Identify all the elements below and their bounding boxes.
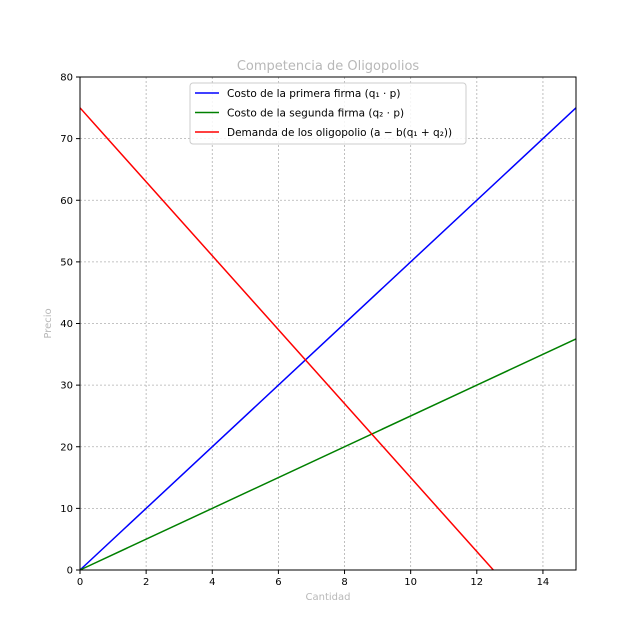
grid — [79, 76, 576, 571]
y-tick-label: 60 — [60, 196, 73, 207]
y-tick-label: 20 — [60, 442, 73, 453]
series-line — [79, 107, 494, 571]
legend-entry: Costo de la segunda firma (q₂ · p) — [195, 108, 404, 120]
x-tick-label: 12 — [470, 577, 483, 588]
series-layer — [79, 107, 577, 571]
series-line — [79, 338, 577, 571]
legend-entry: Costo de la primera firma (q₁ · p) — [195, 88, 400, 100]
series-line — [79, 107, 577, 571]
legend-entry: Demanda de los oligopolio (a − b(q₁ + q₂… — [195, 127, 452, 139]
x-tick-label: 2 — [143, 577, 149, 588]
legend-label: Costo de la primera firma (q₁ · p) — [227, 88, 400, 100]
legend: Costo de la primera firma (q₁ · p) Costo… — [189, 82, 467, 145]
x-tick-label: 14 — [537, 577, 550, 588]
y-tick-label: 10 — [60, 504, 73, 515]
x-tick-label: 0 — [77, 577, 83, 588]
y-tick-label: 50 — [60, 257, 73, 268]
x-tick-label: 4 — [209, 577, 215, 588]
y-tick-label: 40 — [60, 319, 73, 330]
legend-box — [189, 82, 467, 145]
legend-label: Costo de la segunda firma (q₂ · p) — [227, 108, 404, 120]
y-tick-label: 0 — [67, 566, 73, 577]
y-tick-label: 80 — [60, 73, 73, 84]
y-axis-label: Precio — [43, 308, 54, 338]
x-axis-label: Cantidad — [306, 592, 351, 603]
x-tick-label: 8 — [341, 577, 347, 588]
y-tick-label: 70 — [60, 134, 73, 145]
x-tick-label: 10 — [404, 577, 417, 588]
x-tick-label: 6 — [275, 577, 281, 588]
ticks: 0 2 4 6 8 10 12 14 0 10 20 30 40 50 60 70 80 — [60, 73, 549, 589]
y-tick-label: 30 — [60, 381, 73, 392]
chart-title: Competencia de Oligopolios — [237, 59, 420, 74]
legend-label: Demanda de los oligopolio (a − b(q₁ + q₂… — [227, 127, 452, 139]
